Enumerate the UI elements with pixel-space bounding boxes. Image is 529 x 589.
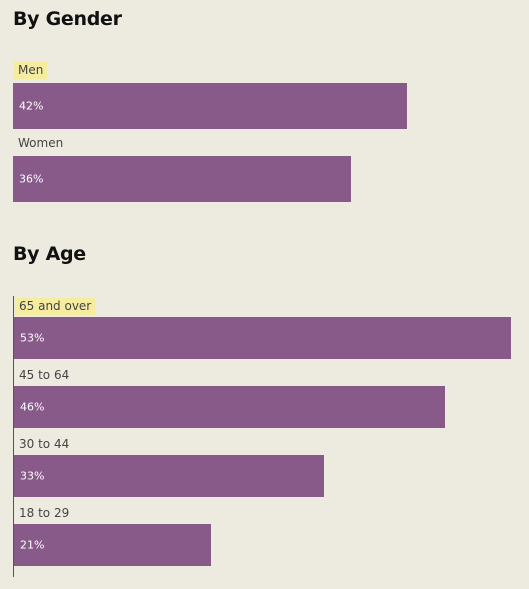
category-label: 65 and over [15, 298, 96, 315]
bar-women: 36% [13, 156, 351, 202]
bar-value-label: 21% [20, 538, 45, 552]
bar-30-to-44: 33% [14, 455, 324, 497]
bar-45-to-64: 46% [14, 386, 445, 428]
age-row-30-to-44: 30 to 44 33% [14, 434, 514, 503]
age-row-45-to-64: 45 to 64 46% [14, 365, 514, 434]
category-label: 30 to 44 [19, 437, 70, 451]
bar-18-to-29: 21% [14, 524, 211, 566]
gender-bar-chart: Men 42% Women 36% [13, 60, 513, 205]
gender-section-title: By Gender [13, 8, 122, 30]
gender-row-women: Women 36% [13, 133, 513, 206]
category-label: Women [18, 136, 64, 150]
bar-value-label: 53% [20, 331, 45, 345]
bar-value-label: 33% [20, 469, 45, 483]
age-row-65-and-over: 65 and over 53% [14, 296, 514, 365]
age-section-title: By Age [13, 243, 86, 265]
age-bar-chart: 65 and over 53% 45 to 64 46% 30 to 44 33% 18 t… [13, 296, 514, 577]
bar-value-label: 36% [19, 172, 44, 186]
bar-value-label: 42% [19, 99, 44, 113]
gender-row-men: Men 42% [13, 60, 513, 133]
age-row-18-to-29: 18 to 29 21% [14, 503, 514, 572]
category-label: 18 to 29 [19, 506, 70, 520]
bar-value-label: 46% [20, 400, 45, 414]
bar-men: 42% [13, 83, 407, 129]
bar-65-and-over: 53% [14, 317, 511, 359]
category-label: Men [14, 62, 48, 79]
category-label: 45 to 64 [19, 368, 70, 382]
